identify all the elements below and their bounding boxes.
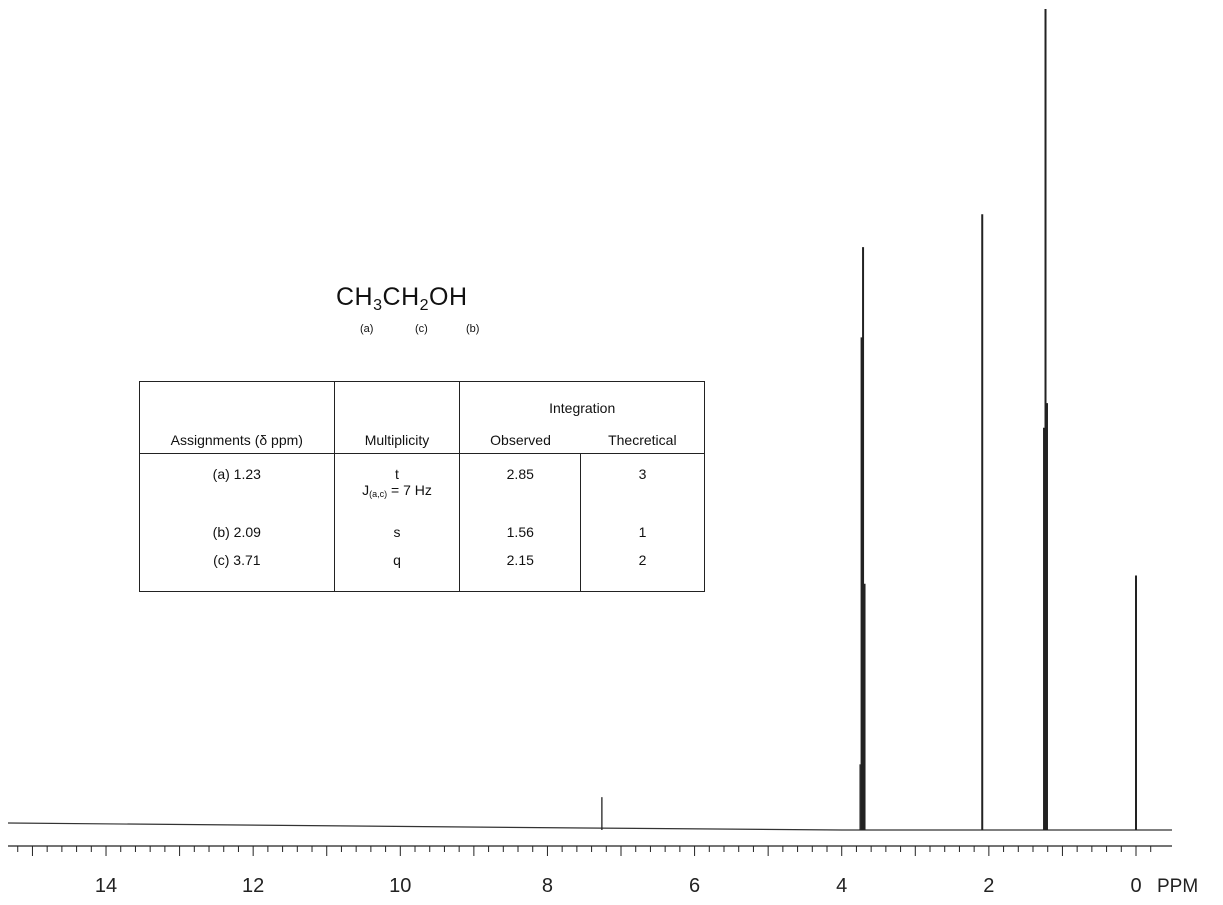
cell-theoretical: 2 bbox=[580, 547, 705, 592]
axis-tick-label: 4 bbox=[836, 875, 847, 897]
cell-observed: 1.56 bbox=[459, 515, 582, 548]
axis-tick-label: 6 bbox=[689, 875, 700, 897]
cell-assignment: (b) 2.09 bbox=[139, 515, 335, 548]
header-theoretical: Thecretical bbox=[580, 417, 705, 454]
cell-observed: 2.15 bbox=[459, 547, 582, 592]
cell-assignment: (a) 1.23 bbox=[139, 453, 335, 516]
molecule-formula: CH3CH2OH bbox=[336, 283, 468, 315]
multiplicity-value: t bbox=[395, 466, 399, 482]
assignment-table: Assignments (δ ppm) Multiplicity Integra… bbox=[139, 381, 705, 592]
formula-label-a: (a) bbox=[360, 323, 374, 335]
formula-part-ch2: CH2 bbox=[382, 283, 430, 314]
coupling-constant: J(a,c) = 7 Hz bbox=[362, 482, 432, 499]
axis-tick-label: 0 bbox=[1130, 875, 1141, 897]
ppm-axis: 14 12 10 8 6 4 2 0 PPM bbox=[8, 845, 1198, 897]
header-assignments: Assignments (δ ppm) bbox=[139, 381, 335, 454]
axis-tick-label: 14 bbox=[95, 875, 117, 897]
axis-tick-label: 2 bbox=[983, 875, 994, 897]
cell-multiplicity: t J(a,c) = 7 Hz bbox=[334, 453, 461, 516]
axis-tick-label: 12 bbox=[242, 875, 264, 897]
cell-multiplicity: q bbox=[334, 547, 461, 592]
cell-observed: 2.85 bbox=[459, 453, 582, 516]
axis-tick-label: 10 bbox=[389, 875, 411, 897]
table-row: (b) 2.09 s 1.56 1 bbox=[139, 515, 705, 548]
header-multiplicity: Multiplicity bbox=[333, 381, 461, 454]
cell-multiplicity: s bbox=[334, 515, 461, 548]
axis-tick-label: 8 bbox=[542, 875, 553, 897]
formula-part-oh: OH bbox=[429, 283, 468, 311]
cell-assignment: (c) 3.71 bbox=[139, 547, 335, 592]
formula-part-ch3: CH3 bbox=[336, 283, 383, 314]
header-observed: Observed bbox=[459, 417, 581, 454]
axis-unit-label: PPM bbox=[1157, 876, 1198, 897]
formula-label-b: (b) bbox=[466, 323, 480, 335]
spectrum-baseline bbox=[7, 822, 1172, 831]
spectrum-peaks bbox=[601, 9, 1137, 830]
formula-label-c: (c) bbox=[415, 323, 428, 335]
header-integration: Integration bbox=[459, 381, 705, 418]
cell-theoretical: 1 bbox=[580, 515, 705, 548]
spectrum-baseline-group bbox=[7, 822, 1172, 831]
table-row: (a) 1.23 t J(a,c) = 7 Hz 2.85 3 bbox=[139, 453, 705, 516]
cell-theoretical: 3 bbox=[580, 453, 705, 516]
table-row: (c) 3.71 q 2.15 2 bbox=[139, 547, 705, 592]
